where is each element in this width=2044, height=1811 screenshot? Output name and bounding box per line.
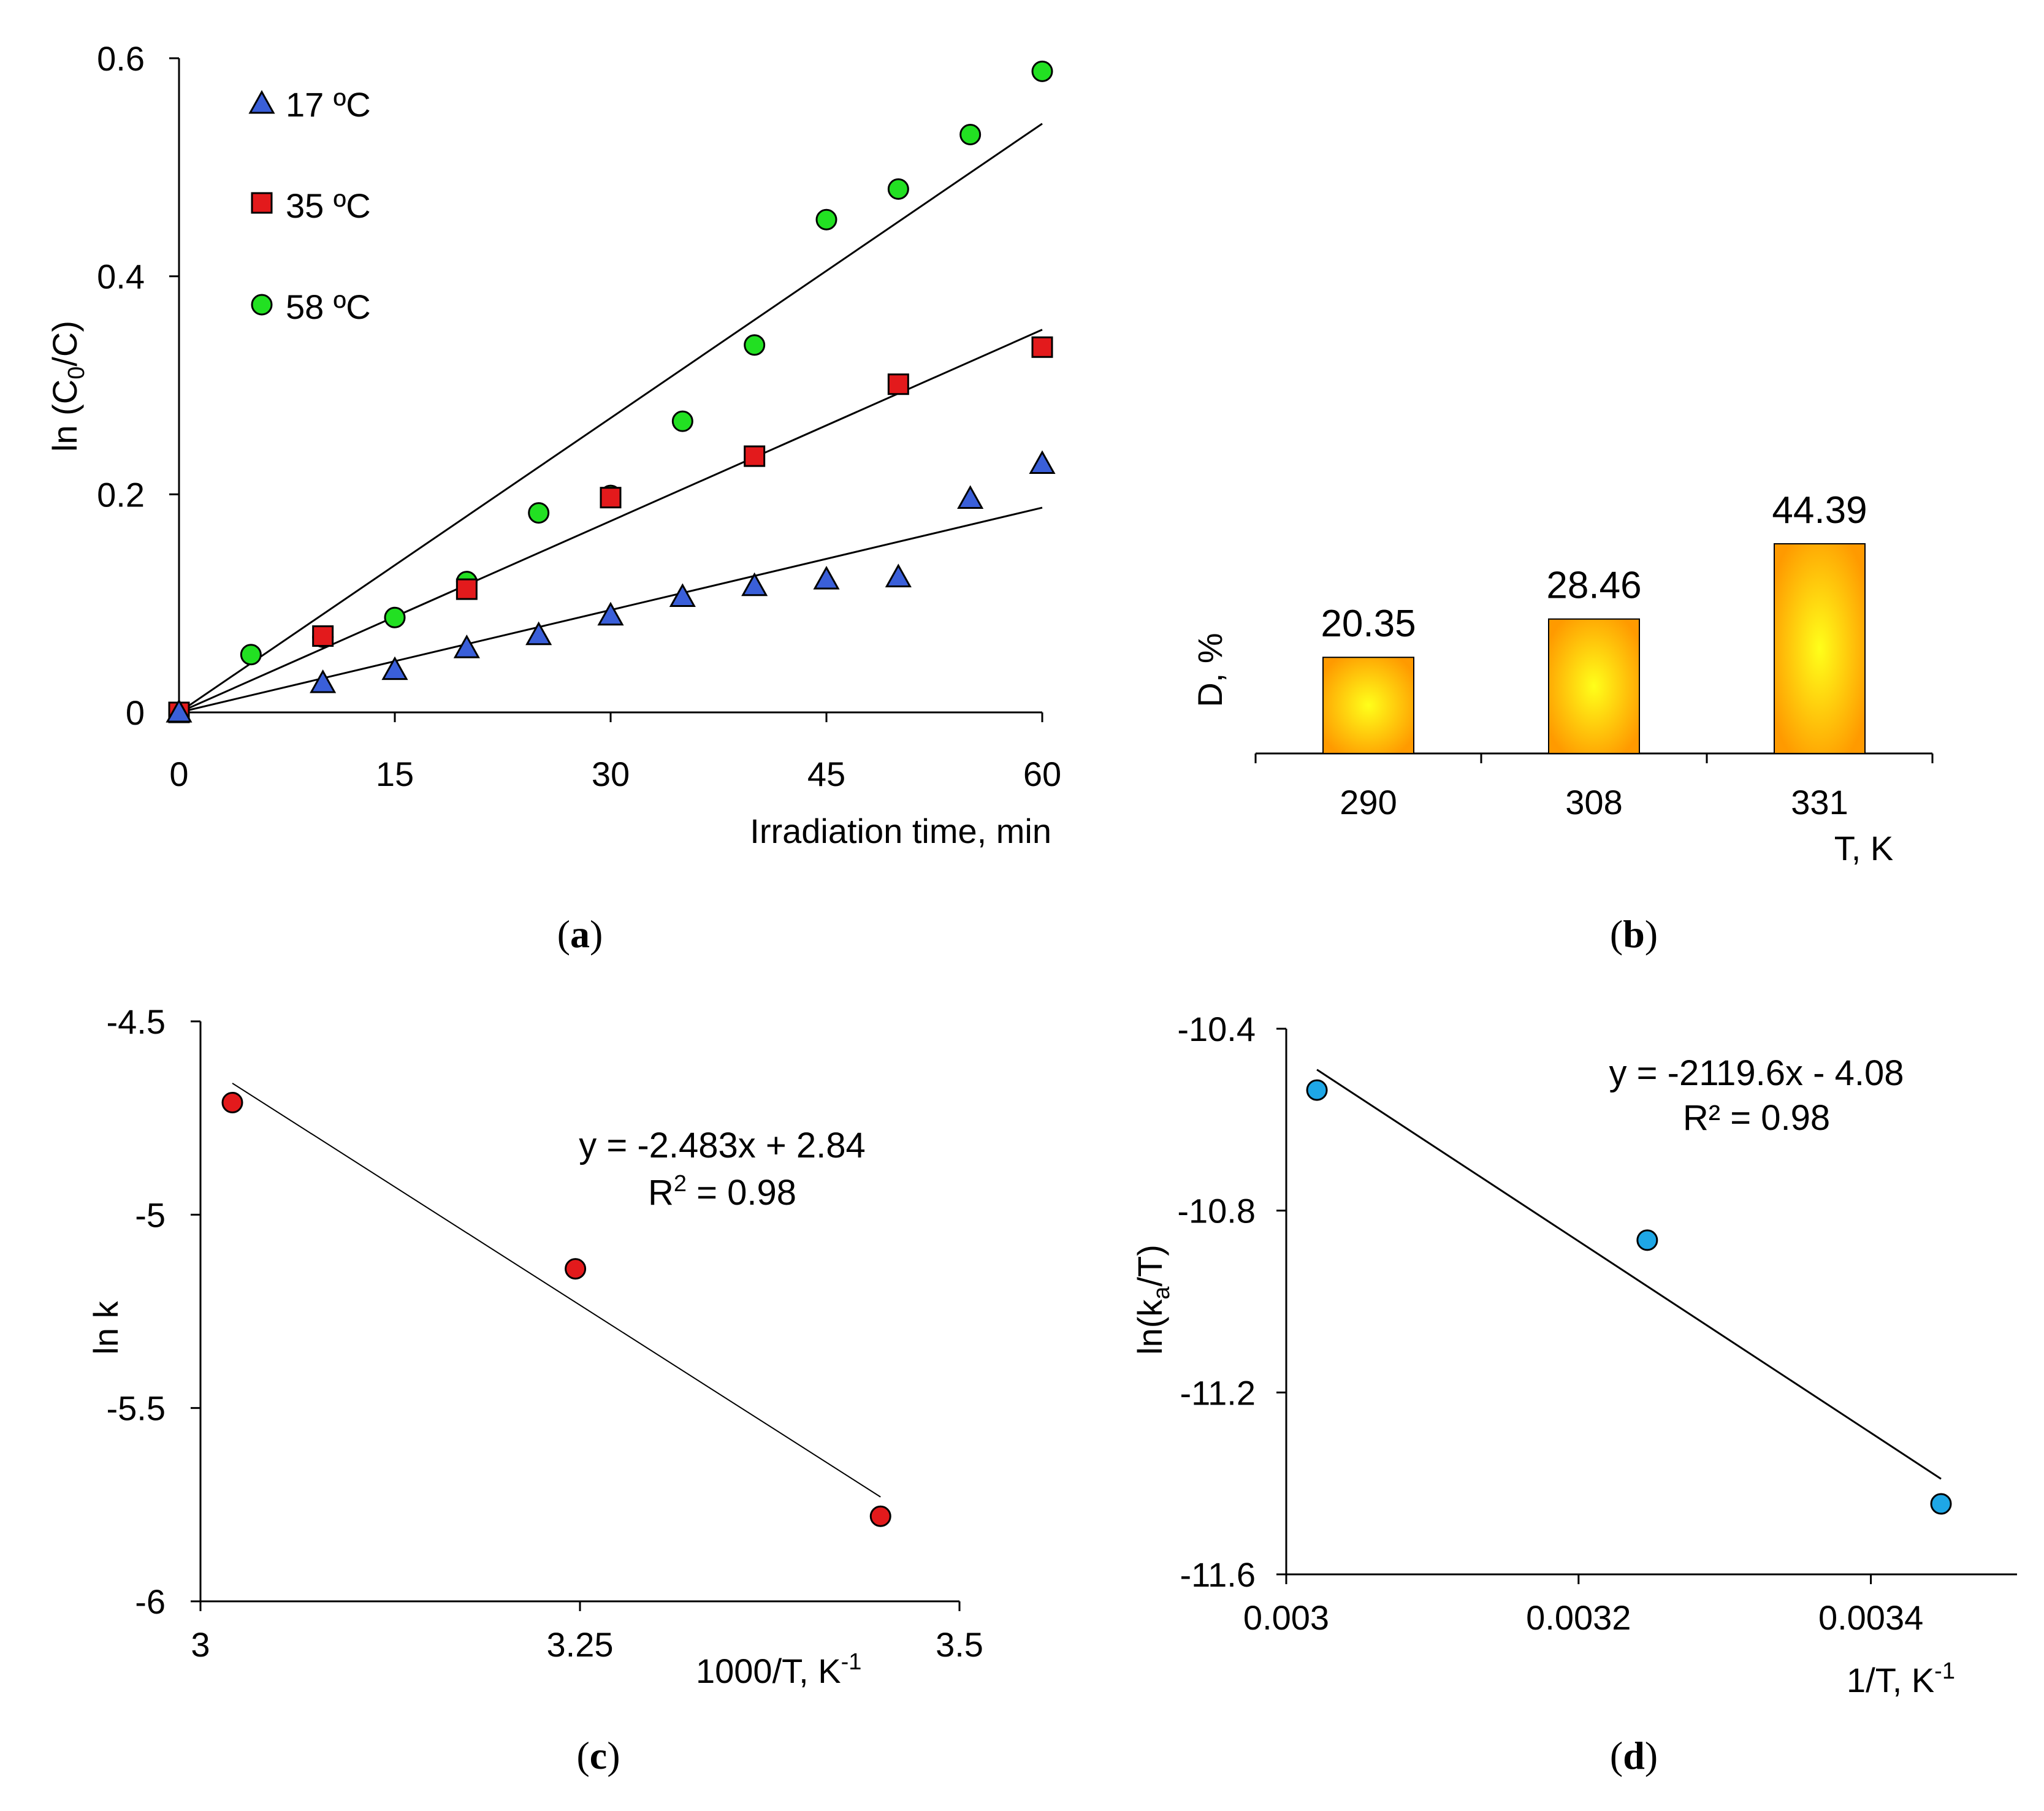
a-data-point-triangle [669,583,696,607]
d-y-tick-label: -10.8 [1177,1192,1256,1230]
c-y-tick-label: -5 [135,1195,166,1234]
panel-b-chart: 20.35 290 28.46 308 44.39 331 T, K D, % (b) [1191,489,1934,956]
a-fit-line-1 [178,329,1043,714]
a-data-point-square [600,487,622,509]
d-x-axis-label: 1/T, K-1 [1847,1658,1955,1699]
d-fit-line [1316,1069,1942,1480]
a-data-point-square [887,373,909,395]
caption-d: (d) [1610,1734,1658,1777]
c-r-squared: R2 = 0.98 [648,1171,796,1213]
c-data-point [565,1258,587,1280]
a-data-point-square [1031,336,1053,358]
c-y-tick-label: -4.5 [107,1002,166,1041]
a-x-tick-label: 45 [807,755,845,793]
a-data-point-circle [240,644,262,666]
d-x-tick-label: 0.0032 [1526,1598,1631,1637]
b-category-label: 290 [1340,783,1397,822]
legend-marker-triangle [248,90,275,114]
c-x-tick-label: 3.25 [547,1625,614,1664]
a-x-tick-label: 30 [592,755,630,793]
a-data-point-triangle [381,656,408,681]
a-data-point-triangle [741,572,768,597]
a-data-point-triangle [1029,450,1056,475]
a-data-point-triangle [813,565,840,590]
a-fit-line-2 [178,123,1043,714]
caption-c: (c) [576,1734,620,1777]
a-y-axis-label: ln (C0/C) [45,321,90,452]
d-data-point [1306,1079,1328,1101]
panel-d-chart: 0.003 0.0032 0.0034 -10.4 -10.8 -11.2 -11.6 y … [1131,1010,2017,1777]
a-data-point-triangle [166,698,193,723]
c-y-axis-label: ln k [86,1300,125,1354]
b-y-axis-label: D, % [1191,633,1229,707]
a-x-tick-label: 0 [169,755,188,793]
a-data-point-circle [887,178,909,200]
d-x-tick-label: 0.003 [1243,1598,1329,1637]
b-bar-value-label: 44.39 [1772,489,1867,532]
d-data-point [1636,1229,1658,1251]
a-y-tick-label: 0 [126,693,145,732]
a-data-point-circle [815,208,837,231]
a-data-point-triangle [885,563,912,587]
d-y-axis-label: ln(ka/T) [1131,1245,1175,1355]
c-y-tick-label: -6 [135,1582,166,1621]
a-data-point-triangle [957,485,984,509]
d-equation: y = -2119.6x - 4.08 [1609,1053,1904,1093]
panel-c-chart: 3 3.25 3.5-4.5-5-5.5-6 y = -2.483x + 2.84 … [86,1002,983,1777]
b-bar [1774,543,1866,754]
a-x-axis-label: Irradiation time, min [750,812,1051,850]
caption-b: (b) [1610,912,1658,956]
caption-a: (a) [557,912,603,956]
legend-marker-circle [251,294,273,316]
a-data-point-triangle [453,635,480,658]
d-x-tick-label: 0.0034 [1818,1598,1923,1637]
b-category-label: 308 [1565,783,1622,822]
c-equation: y = -2.483x + 2.84 [579,1126,866,1165]
c-x-axis-label: 1000/T, K-1 [696,1649,861,1690]
legend-label-17c: 17 ºC [286,85,371,124]
d-y-tick-label: -10.4 [1177,1010,1256,1048]
b-bar [1322,657,1414,755]
panel-a-chart: 0 15 30 45 60 0 0.2 0.4 0.6 17 ºC 35 ºC 58 ºC Ir… [45,39,1061,956]
a-data-point-circle [384,606,406,628]
a-data-point-circle [744,334,766,356]
legend-label-58c: 58 ºC [286,288,371,326]
c-fit-line [232,1083,881,1498]
d-y-tick-label: -11.6 [1180,1555,1256,1594]
d-data-point [1930,1493,1952,1515]
d-r-squared: R² = 0.98 [1683,1098,1830,1138]
legend-label-35c: 35 ºC [286,186,371,225]
c-data-point [869,1505,891,1527]
a-x-tick-label: 60 [1023,755,1061,793]
a-data-point-circle [671,410,693,432]
c-x-tick-label: 3 [191,1625,210,1664]
a-data-point-triangle [310,669,337,693]
a-legend: 17 ºC 35 ºC 58 ºC [248,85,371,326]
b-x-axis-label: T, K [1834,829,1893,867]
a-x-tick-label: 15 [376,755,414,793]
a-data-point-circle [528,502,550,524]
b-bar [1548,618,1640,754]
c-data-point [221,1091,243,1113]
a-data-point-triangle [597,601,624,626]
a-data-point-triangle [525,621,552,646]
a-data-point-square [456,578,478,600]
a-data-point-square [312,625,334,647]
a-data-point-square [744,445,766,467]
d-y-tick-label: -11.2 [1180,1373,1256,1412]
a-data-point-circle [1031,60,1053,82]
a-y-tick-label: 0.4 [97,257,145,296]
legend-marker-square [251,192,273,214]
b-bar-value-label: 28.46 [1546,565,1641,607]
a-data-point-circle [959,123,982,145]
a-y-tick-label: 0.6 [97,39,145,78]
a-y-tick-label: 0.2 [97,475,145,514]
b-bar-value-label: 20.35 [1321,603,1416,645]
c-y-tick-label: -5.5 [107,1389,166,1428]
c-x-tick-label: 3.5 [936,1625,983,1664]
b-category-label: 331 [1791,783,1848,822]
